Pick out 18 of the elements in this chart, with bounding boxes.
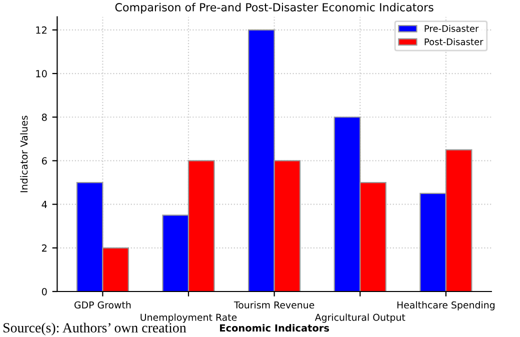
x-axis-title: Economic Indicators bbox=[220, 324, 330, 332]
y-axis-title: Indicator Values bbox=[20, 116, 28, 192]
legend-label: Pre-Disaster bbox=[424, 24, 479, 32]
y-tick-label: 12 bbox=[36, 26, 47, 34]
x-tick-label: Agricultural Output bbox=[314, 314, 406, 323]
y-tick-label: 0 bbox=[42, 288, 47, 296]
x-tick-label: Healthcare Spending bbox=[397, 301, 494, 310]
x-tick-label: GDP Growth bbox=[74, 301, 131, 309]
legend-label: Post-Disaster bbox=[424, 38, 484, 46]
x-tick-label: Tourism Revenue bbox=[234, 301, 314, 309]
y-tick-label: 4 bbox=[42, 200, 47, 208]
y-tick-label: 10 bbox=[36, 70, 47, 78]
source-note: Source(s): Authors’ own creation bbox=[4, 322, 186, 336]
y-tick-label: 8 bbox=[42, 114, 47, 121]
y-tick-label: 6 bbox=[42, 157, 47, 165]
x-tick-label: Unemployment Rate bbox=[140, 314, 237, 323]
chart-title: Comparison of Pre-and Post-Disaster Economic Indicators bbox=[115, 2, 434, 14]
y-tick-label: 2 bbox=[42, 244, 47, 252]
